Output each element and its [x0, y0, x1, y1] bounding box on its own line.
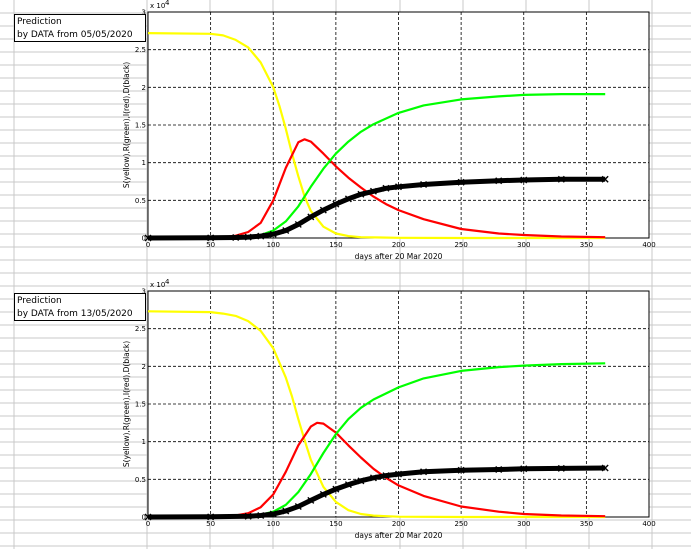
- x-tick-label: 200: [392, 520, 405, 528]
- series-3-line: [147, 176, 606, 241]
- series-3-point: [232, 234, 240, 242]
- series-3-point: [332, 485, 340, 493]
- y-axis-label: S(yellow),R(green),I(red),D(black): [122, 341, 131, 467]
- series-3-point: [520, 176, 528, 184]
- x-axis-label: days after 20 Mar 2020: [355, 252, 443, 261]
- series-3-point: [457, 466, 465, 474]
- x-tick-label: 150: [329, 241, 342, 249]
- y-exponent-label: x 10: [150, 2, 165, 10]
- y-tick-label: 2: [142, 84, 146, 92]
- series-3-point: [457, 178, 465, 186]
- series-3-point: [244, 512, 252, 520]
- x-tick-label: 350: [580, 241, 593, 249]
- y-tick-label: 0: [142, 235, 146, 243]
- series-3-point: [294, 502, 302, 510]
- series-3-point: [369, 474, 377, 482]
- y-tick-label: 1.5: [135, 401, 146, 409]
- y-tick-label: 3: [142, 9, 146, 17]
- x-tick-label: 200: [392, 241, 405, 249]
- x-tick-label: 250: [454, 241, 467, 249]
- x-tick-label: 100: [267, 520, 280, 528]
- x-tick-label: 400: [642, 520, 655, 528]
- note-date: by DATA from 05/05/2020: [17, 30, 133, 40]
- prediction-chart-0505: 0 50 100 150 200 250 300 350 400 0 0.5 1 1.5 2 2.5 3 x 1…: [0, 0, 691, 270]
- series-3-point: [557, 175, 565, 183]
- y-tick-label: 2: [142, 363, 146, 371]
- x-tick-label: 250: [454, 520, 467, 528]
- series-3-point: [601, 464, 609, 472]
- series-3-point: [344, 481, 352, 489]
- x-tick-label: 150: [329, 520, 342, 528]
- series-3-point: [557, 464, 565, 472]
- y-tick-label: 2.5: [135, 46, 146, 54]
- series-3-point: [144, 234, 152, 242]
- y-tick-label: 1: [142, 438, 146, 446]
- note-title: Prediction: [17, 17, 62, 27]
- series-3-point: [207, 513, 215, 521]
- series-3-point: [357, 477, 365, 485]
- y-tick-label: 0.5: [135, 476, 146, 484]
- plot-area: 0 50 100 150 200 250 300 350 400 0 0.5 1 1.5 2 2.5 3 x 1…: [122, 0, 656, 261]
- y-tick-label: 0: [142, 514, 146, 522]
- series-3-point: [332, 200, 340, 208]
- x-tick-label: 0: [146, 241, 150, 249]
- series-3-point: [382, 184, 390, 192]
- series-3-point: [357, 190, 365, 198]
- x-tick-label: 350: [580, 520, 593, 528]
- series-3-point: [601, 175, 609, 183]
- x-tick-label: 50: [206, 241, 215, 249]
- prediction-note: Prediction by DATA from 13/05/2020: [14, 293, 146, 321]
- plot-area: 0 50 100 150 200 250 300 350 400 0 0.5 1 1.5 2 2.5 3 x 1…: [122, 278, 656, 540]
- y-tick-label: 3: [142, 288, 146, 296]
- x-tick-label: 400: [642, 241, 655, 249]
- y-tick-label: 2.5: [135, 325, 146, 333]
- series-3-point: [495, 177, 503, 185]
- x-tick-label: 300: [517, 520, 530, 528]
- series-3-point: [144, 513, 152, 521]
- y-exponent-power: 4: [165, 278, 170, 286]
- series-3-point: [319, 206, 327, 214]
- y-axis-label: S(yellow),R(green),I(red),D(black): [122, 62, 131, 188]
- y-exponent-power: 4: [165, 0, 170, 7]
- x-tick-label: 300: [517, 241, 530, 249]
- series-3-point: [307, 213, 315, 221]
- series-3-point: [282, 226, 290, 234]
- x-tick-label: 0: [146, 520, 150, 528]
- series-3-point: [495, 466, 503, 474]
- series-3-point: [369, 187, 377, 195]
- series-3-point: [319, 490, 327, 498]
- prediction-chart-1305: 0 50 100 150 200 250 300 350 400 0 0.5 1 1.5 2 2.5 3 x 1…: [0, 278, 691, 549]
- series-3-point: [395, 183, 402, 191]
- y-tick-label: 0.5: [135, 197, 146, 205]
- y-tick-label: 1: [142, 159, 146, 167]
- x-axis-label: days after 20 Mar 2020: [355, 531, 443, 540]
- series-3-point: [395, 470, 402, 478]
- series-3-point: [244, 233, 252, 241]
- series-3-point: [420, 468, 428, 476]
- x-tick-label: 100: [267, 241, 280, 249]
- note-title: Prediction: [17, 296, 62, 306]
- x-tick-label: 50: [206, 520, 215, 528]
- series-3-markers: [144, 464, 609, 521]
- series-3-point: [269, 230, 277, 238]
- y-exponent-label: x 10: [150, 281, 165, 289]
- series-3-point: [307, 496, 315, 504]
- series-3-point: [294, 220, 302, 228]
- series-3-point: [207, 234, 215, 242]
- series-3-point: [420, 181, 428, 189]
- prediction-note: Prediction by DATA from 05/05/2020: [14, 14, 146, 42]
- y-tick-label: 1.5: [135, 122, 146, 130]
- series-3-point: [382, 472, 390, 480]
- series-0-line: [147, 32, 606, 240]
- series-3-point: [269, 510, 277, 518]
- note-date: by DATA from 13/05/2020: [17, 309, 133, 319]
- series-0-line: [147, 310, 606, 519]
- series-3-point: [520, 465, 528, 473]
- series-3-point: [257, 511, 265, 519]
- series-3-point: [344, 195, 352, 203]
- series-3-point: [282, 507, 290, 515]
- series-3-markers: [144, 175, 609, 242]
- series-3-point: [257, 232, 265, 240]
